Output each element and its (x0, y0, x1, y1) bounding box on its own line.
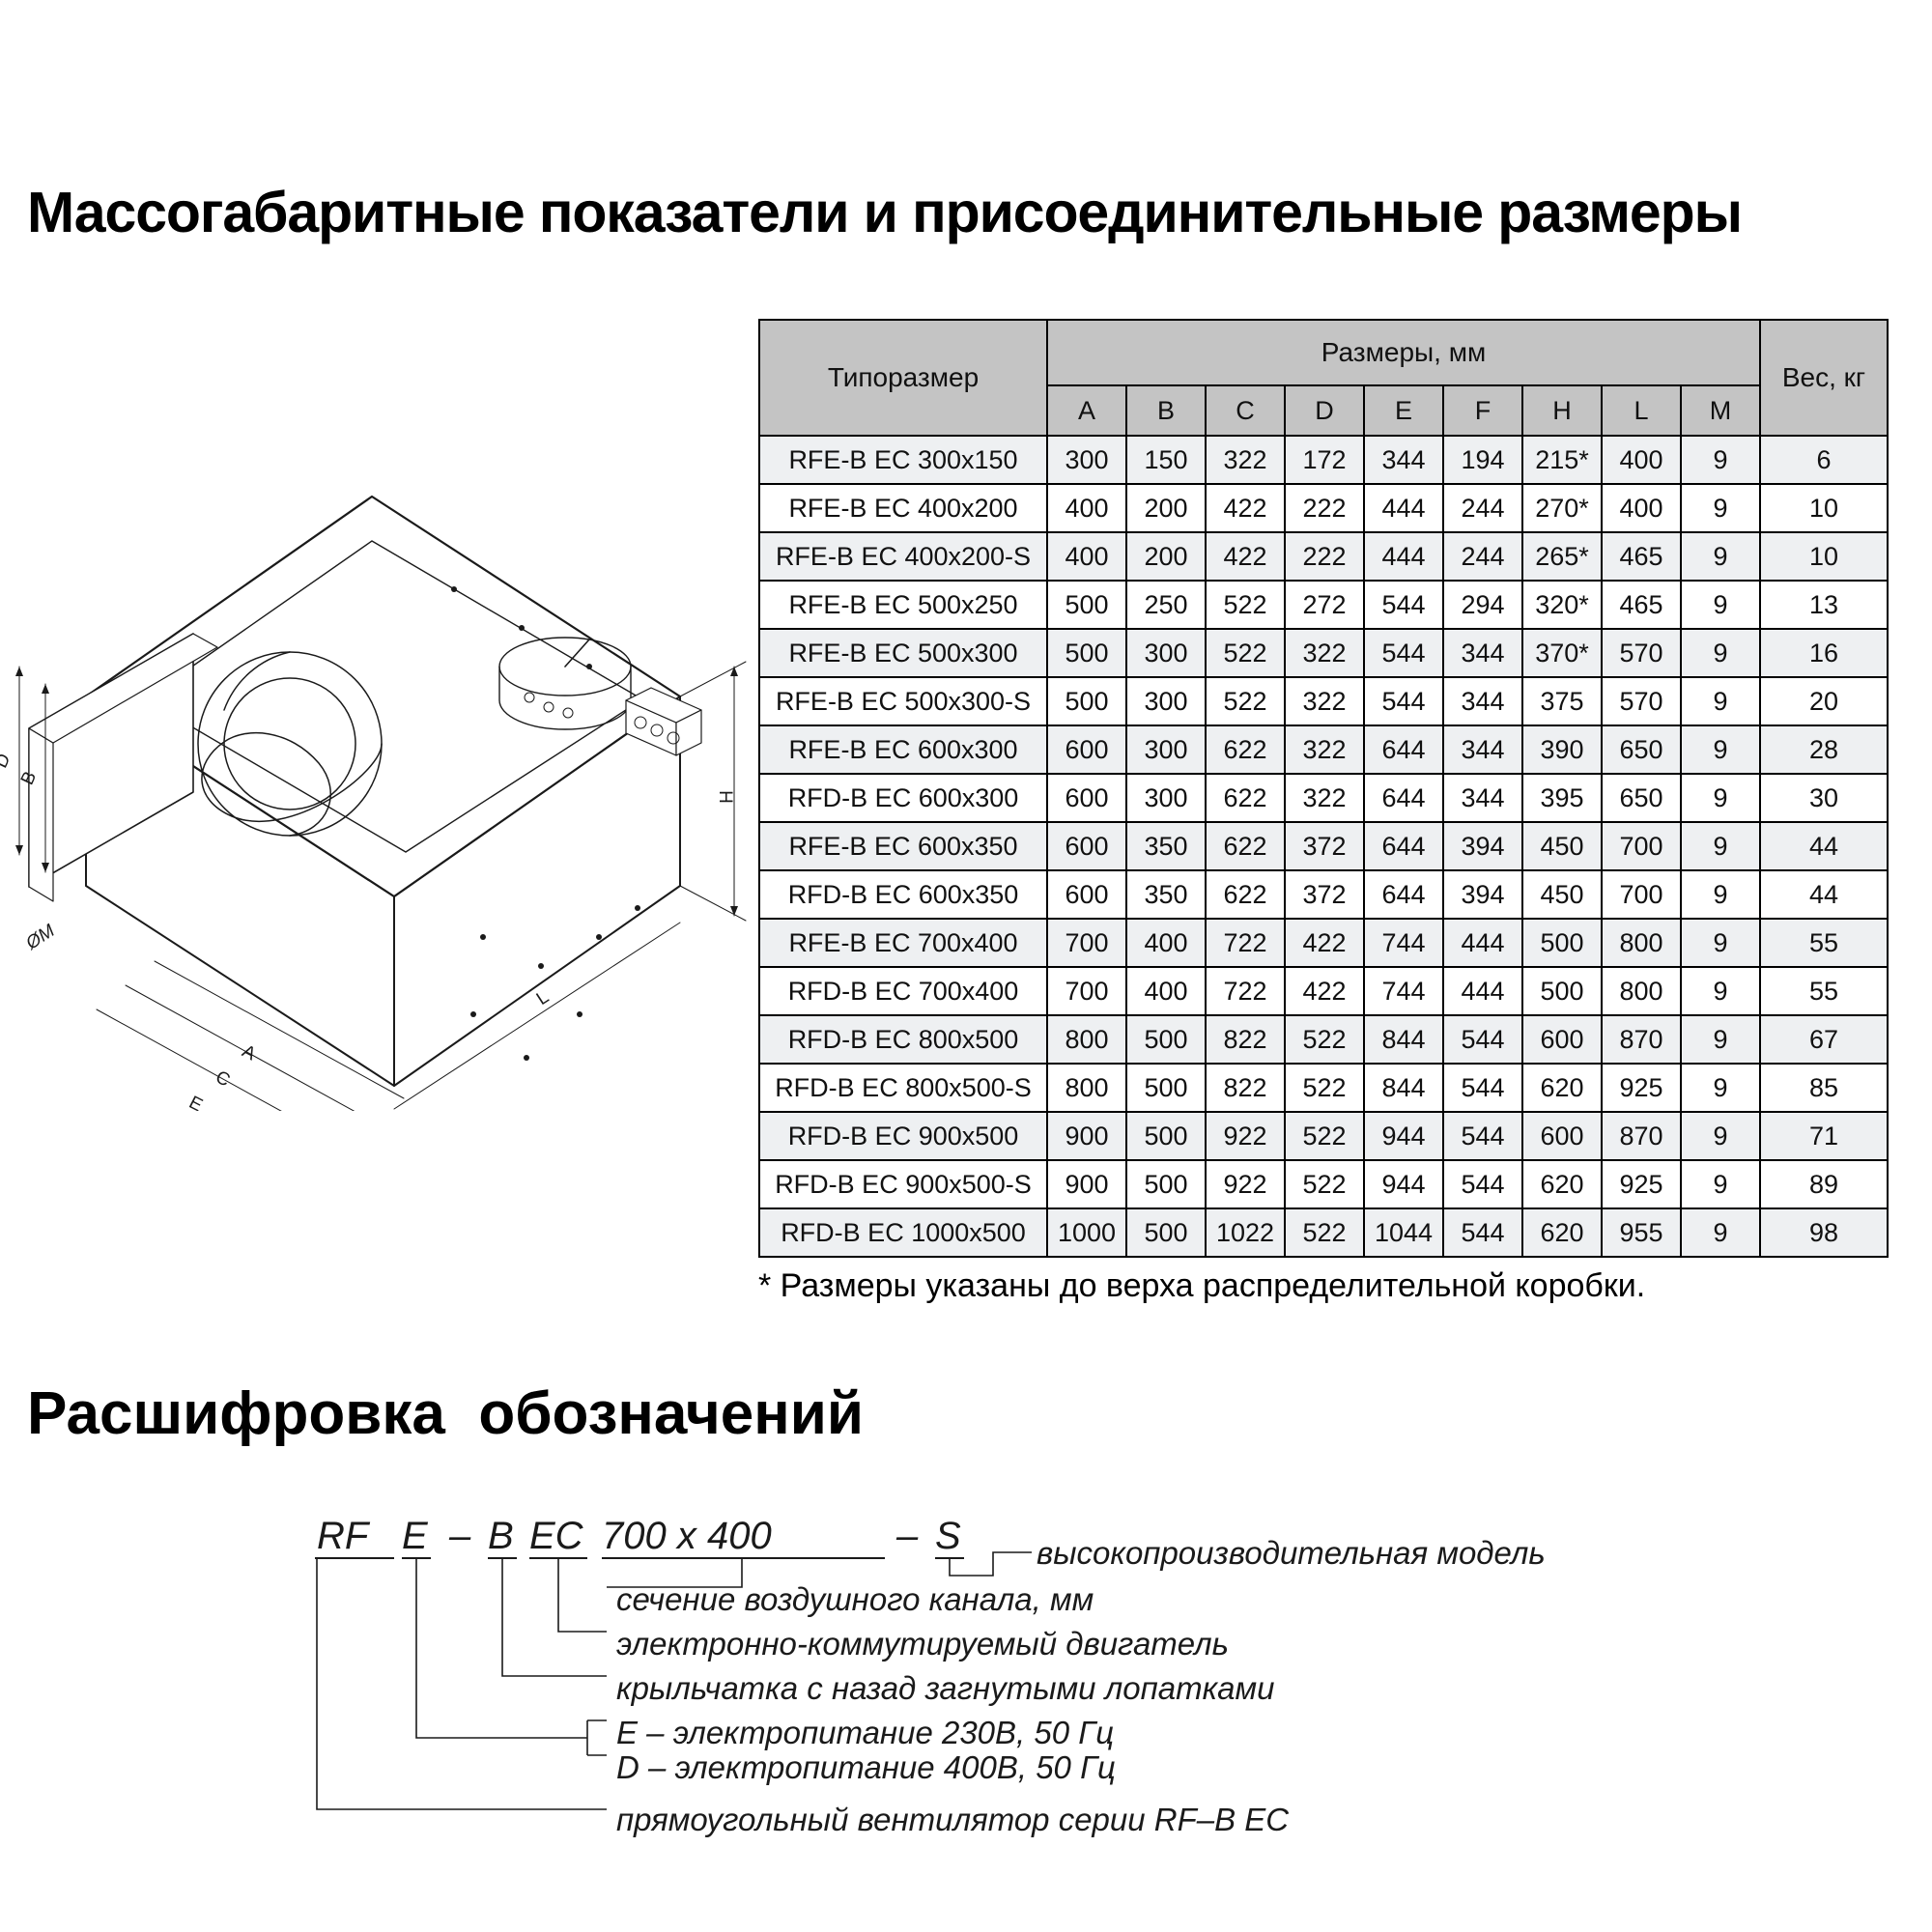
svg-text:–: – (448, 1515, 471, 1557)
svg-text:L: L (533, 987, 553, 1009)
svg-text:ØM: ØM (22, 921, 59, 954)
svg-text:крыльчатка с назад загнутыми: крыльчатка с назад загнутыми лопатками (616, 1670, 1275, 1706)
svg-text:C: C (213, 1067, 234, 1092)
svg-text:EC: EC (529, 1515, 584, 1557)
svg-text:S: S (935, 1515, 961, 1557)
svg-text:высокопроизводительная модель: высокопроизводительная модель (1037, 1535, 1546, 1571)
svg-text:D: D (0, 751, 14, 771)
svg-text:прямоугольный вентилятор серии: прямоугольный вентилятор серии RF–B EC (616, 1802, 1290, 1837)
svg-text:электронно-коммутируемый двига: электронно-коммутируемый двигатель (616, 1626, 1229, 1662)
svg-text:E: E (402, 1515, 429, 1557)
svg-text:A: A (239, 1041, 259, 1065)
svg-text:E – электропитание 230В, 50 Гц: E – электропитание 230В, 50 Гц (616, 1715, 1114, 1750)
svg-text:H: H (715, 790, 735, 804)
svg-text:сечение воздушного канала, мм: сечение воздушного канала, мм (616, 1581, 1094, 1617)
svg-text:RF: RF (317, 1515, 371, 1557)
svg-text:B: B (488, 1515, 514, 1557)
svg-text:D – электропитание 400В, 50 Гц: D – электропитание 400В, 50 Гц (616, 1749, 1116, 1785)
svg-text:700 x 400: 700 x 400 (602, 1515, 772, 1557)
svg-text:E: E (185, 1093, 206, 1111)
svg-text:–: – (895, 1515, 919, 1557)
